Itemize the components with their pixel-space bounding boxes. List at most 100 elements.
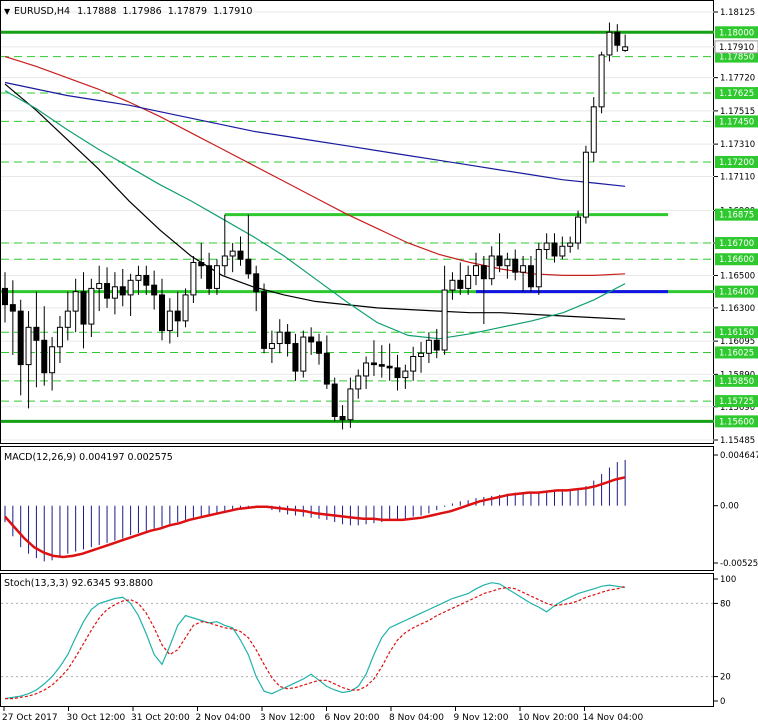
y-tick-label: 100	[720, 575, 736, 585]
candle-body	[143, 274, 150, 286]
macd-signal-line	[4, 476, 626, 559]
candle-body	[441, 289, 448, 351]
moving-averages	[4, 56, 626, 340]
level-tag	[715, 155, 758, 168]
candle-body	[551, 242, 558, 257]
level-tag	[715, 346, 758, 359]
y-tick-label: 0.00	[720, 502, 739, 512]
candle-body	[284, 331, 291, 345]
time-axis: 27 Oct 2017 30 Oct 12:00 31 Oct 20:00 2 Nov…	[2, 707, 643, 723]
candle-body	[520, 265, 527, 273]
level-tag	[715, 237, 758, 250]
chart-triangle-icon: ▼	[4, 7, 11, 16]
candle-body	[559, 245, 566, 257]
candle-body	[96, 283, 103, 289]
candle-body	[488, 255, 495, 280]
candle-body	[135, 274, 142, 281]
candle-body	[449, 279, 456, 291]
candle-body	[151, 284, 158, 296]
level-tag-label: 1.15725	[719, 397, 754, 407]
candle-body	[127, 279, 134, 296]
candle-body	[496, 255, 503, 267]
candle-body	[543, 242, 550, 251]
candle-body	[316, 341, 322, 354]
y-tick-label: 80	[720, 599, 731, 609]
candle-body	[614, 31, 621, 46]
level-tag-label: 1.16600	[719, 255, 754, 265]
y-tick-label: 1.17515	[720, 107, 755, 117]
candle-body	[221, 255, 228, 267]
moving-average-line	[4, 90, 626, 340]
level-tag-label: 1.16875	[719, 211, 754, 221]
candle-body	[72, 291, 79, 312]
level-tag	[715, 326, 758, 339]
candle-body	[25, 326, 32, 366]
candle-body	[237, 250, 244, 260]
candle-body	[394, 367, 401, 379]
candle-body	[363, 362, 370, 377]
level-tag-label: 1.17450	[719, 117, 754, 127]
candle-body	[308, 336, 315, 343]
candle-body	[9, 304, 16, 312]
candle-body	[582, 151, 589, 218]
stoch-panel-frame	[0, 573, 714, 707]
candle-body	[213, 265, 220, 289]
level-tag-label: 1.16400	[719, 288, 754, 298]
y-tick-label: 1.17110	[720, 173, 755, 183]
candle-body	[182, 294, 189, 322]
stoch-main-line	[4, 582, 626, 700]
moving-average-line	[4, 81, 626, 187]
candle-body	[606, 31, 613, 56]
candle-body	[386, 365, 393, 369]
current-price-label: 1.17910	[719, 43, 754, 53]
symbol-label: EURUSD,H4 1.17888 1.17986 1.17879 1.1791…	[14, 6, 252, 17]
candle-body	[465, 274, 472, 289]
x-tick-label: 31 Oct 20:00	[131, 713, 190, 723]
candle-body	[261, 291, 268, 349]
x-tick-label: 3 Nov 12:00	[260, 713, 315, 723]
candle-body	[49, 346, 56, 374]
y-tick-label: 1.16500	[720, 271, 755, 281]
candle-body	[88, 287, 95, 325]
candle-body	[575, 216, 582, 244]
candle-body	[418, 352, 425, 358]
candle-body	[174, 310, 181, 322]
candle-body	[480, 265, 487, 280]
macd-label: MACD(12,26,9) 0.004197 0.002575	[4, 452, 173, 463]
level-tag	[715, 285, 758, 298]
price-panel-frame	[0, 0, 714, 444]
candle-body	[190, 261, 197, 296]
candle-body	[2, 287, 8, 306]
candle-body	[433, 339, 440, 351]
candle-body	[339, 415, 346, 421]
x-tick-label: 27 Oct 2017	[2, 713, 58, 723]
candle-body	[410, 356, 417, 372]
level-lines	[1, 11, 714, 441]
level-tag	[715, 415, 758, 428]
y-tick-label: 1.15690	[720, 403, 755, 413]
y-tick-label: 1.17720	[720, 74, 755, 84]
y-tick-label: 1.18125	[720, 8, 755, 18]
level-tag	[715, 208, 758, 221]
level-tag-label: 1.15600	[719, 417, 754, 427]
candle-body	[119, 286, 126, 296]
moving-average-line	[4, 83, 626, 320]
candle-body	[504, 258, 511, 267]
candle-body	[512, 258, 519, 273]
y-tick-label: 0	[720, 697, 725, 707]
candle-body	[598, 54, 605, 108]
candle-body	[111, 286, 118, 299]
candle-body	[535, 249, 542, 288]
candle-body	[323, 352, 330, 385]
candle-body	[425, 339, 432, 354]
candle-body	[473, 265, 479, 276]
stoch-label: Stoch(13,3,3) 92.6345 93.8800	[4, 578, 153, 589]
candle-body	[355, 375, 362, 390]
candle-body	[370, 362, 377, 366]
x-tick-label: 9 Nov 12:00	[454, 713, 509, 723]
y-tick-label: 0.004647	[720, 451, 758, 461]
candles	[2, 22, 629, 430]
level-tag	[715, 26, 758, 39]
level-tag-label: 1.17850	[719, 53, 754, 63]
